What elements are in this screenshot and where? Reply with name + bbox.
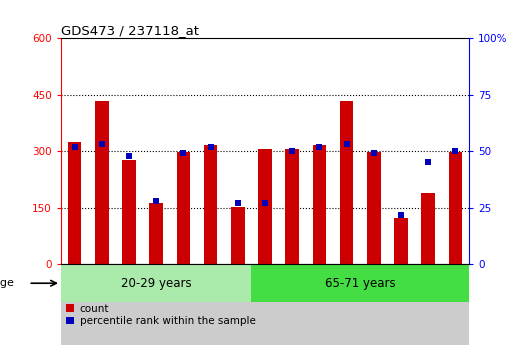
Point [234,200,242,206]
Bar [421,194,435,264]
Bar [149,203,163,264]
FancyBboxPatch shape [251,264,469,302]
Point [70,144,79,149]
Point [206,144,215,149]
Bar [367,152,381,264]
Point [451,148,460,154]
Point [261,200,269,206]
Point [315,144,324,149]
Point [369,151,378,156]
Bar [61,264,469,345]
Text: 65-71 years: 65-71 years [325,277,395,290]
Bar [340,101,354,264]
Bar [285,148,299,264]
Bar [68,142,82,264]
Bar [448,152,462,264]
Point [397,212,405,217]
Point [342,141,351,147]
Bar [204,145,217,264]
Point [125,153,133,158]
Point [98,141,106,147]
Bar [313,145,326,264]
Bar [394,218,408,264]
Text: GDS473 / 237118_at: GDS473 / 237118_at [61,24,199,37]
Point [152,198,161,204]
Bar [258,148,272,264]
Bar [122,160,136,264]
Text: 20-29 years: 20-29 years [121,277,191,290]
Bar [176,152,190,264]
Text: age: age [0,278,14,288]
Point [424,160,432,165]
Legend: count, percentile rank within the sample: count, percentile rank within the sample [66,304,255,326]
Point [288,148,296,154]
Point [179,151,188,156]
Bar [95,101,109,264]
FancyBboxPatch shape [61,264,251,302]
Bar [231,207,245,264]
